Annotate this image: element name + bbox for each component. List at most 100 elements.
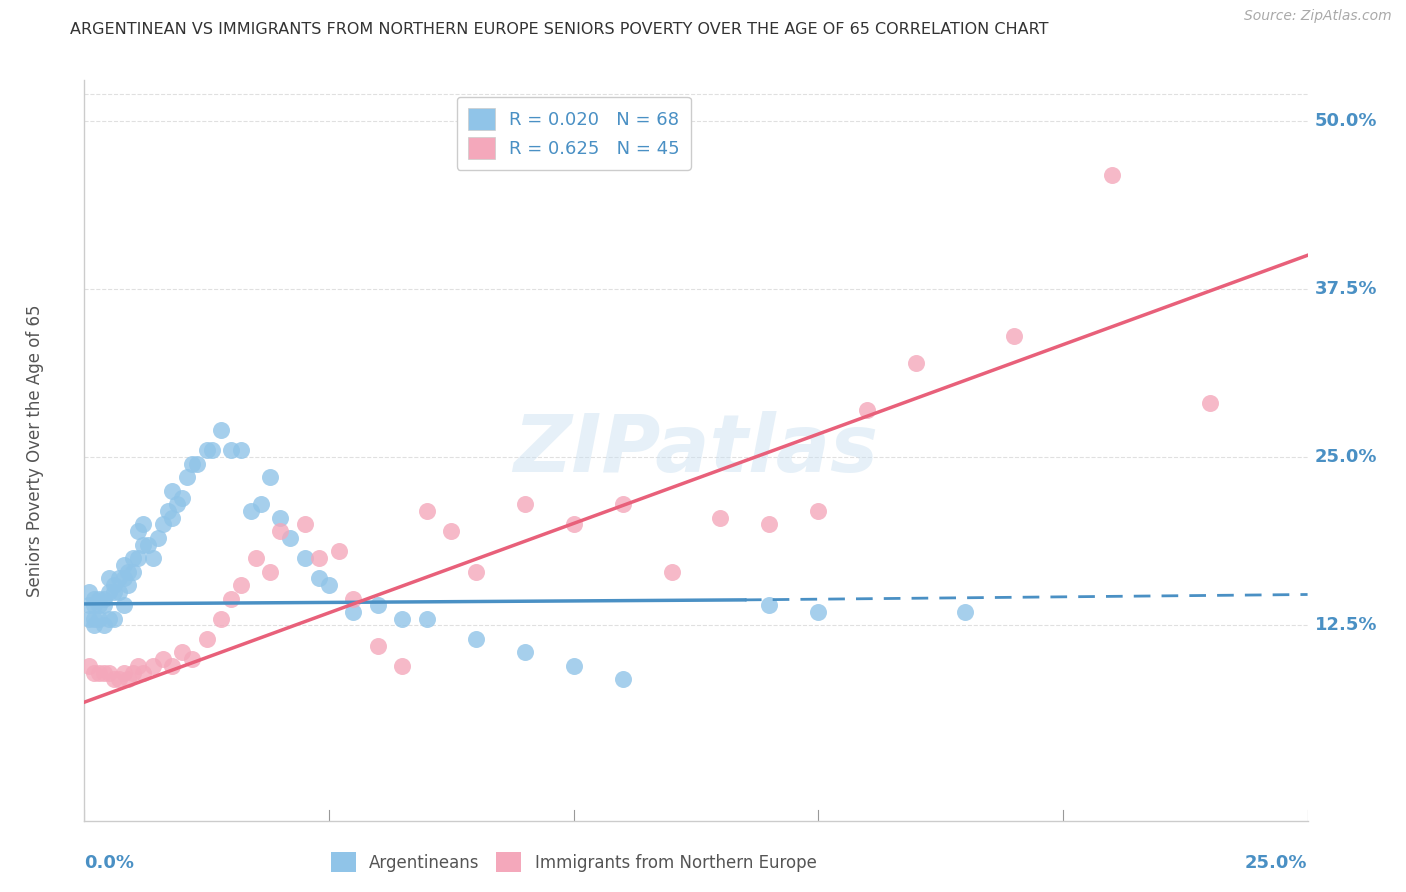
Point (367, 639, 389, 653)
Point (219, 443, 242, 458)
Point (176, 470, 198, 484)
Point (172, 491, 194, 505)
Point (93, 665, 115, 680)
Text: 12.5%: 12.5% (1315, 616, 1376, 634)
Point (127, 524, 149, 539)
Point (269, 510, 291, 524)
Point (83, 612, 105, 626)
Text: 25.0%: 25.0% (1246, 855, 1308, 872)
Point (152, 652, 174, 666)
Text: Source: ZipAtlas.com: Source: ZipAtlas.com (1244, 9, 1392, 23)
Point (112, 599, 135, 613)
Point (156, 504, 179, 518)
Point (294, 551, 316, 566)
Point (87, 612, 110, 626)
Point (97, 584, 120, 599)
Point (209, 423, 232, 437)
Point (132, 538, 155, 552)
Text: ARGENTINEAN VS IMMIGRANTS FROM NORTHERN EUROPE SENIORS POVERTY OVER THE AGE OF 6: ARGENTINEAN VS IMMIGRANTS FROM NORTHERN … (70, 22, 1049, 37)
Point (112, 558, 135, 572)
Point (162, 658, 184, 673)
Point (758, 599, 780, 613)
Text: 50.0%: 50.0% (1315, 112, 1376, 129)
Point (162, 483, 184, 498)
Point (83, 618, 105, 632)
Point (464, 565, 486, 579)
Point (1198, 396, 1220, 410)
Point (249, 497, 271, 511)
Point (513, 497, 536, 511)
Point (612, 497, 634, 511)
Point (77, 599, 100, 613)
Point (342, 605, 364, 619)
Point (294, 517, 316, 532)
Point (367, 599, 389, 613)
Point (195, 443, 218, 458)
Point (953, 605, 976, 619)
Point (142, 658, 165, 673)
Point (464, 632, 486, 646)
Point (562, 517, 585, 532)
Point (807, 605, 830, 619)
Point (152, 517, 174, 532)
Point (181, 457, 204, 471)
Point (219, 591, 242, 606)
Text: 0.0%: 0.0% (84, 855, 135, 872)
Point (136, 538, 159, 552)
Point (103, 584, 125, 599)
Point (97, 571, 120, 585)
Point (93, 599, 115, 613)
Point (122, 551, 145, 566)
Point (758, 517, 780, 532)
Point (146, 531, 169, 545)
Point (172, 645, 194, 659)
Point (122, 565, 145, 579)
Point (103, 578, 125, 592)
Point (103, 673, 125, 687)
Point (142, 551, 165, 566)
Point (107, 673, 129, 687)
Point (416, 612, 439, 626)
Point (807, 504, 830, 518)
Point (245, 551, 267, 566)
Point (122, 665, 145, 680)
Point (77, 584, 100, 599)
Point (269, 524, 291, 539)
Point (1002, 329, 1025, 343)
Point (77, 658, 100, 673)
Point (709, 510, 731, 524)
Point (93, 618, 115, 632)
Point (612, 673, 634, 687)
Point (1101, 168, 1123, 182)
Point (416, 504, 439, 518)
Point (87, 591, 110, 606)
Legend: Argentineans, Immigrants from Northern Europe: Argentineans, Immigrants from Northern E… (325, 846, 823, 879)
Point (93, 591, 115, 606)
Point (229, 443, 252, 458)
Point (162, 510, 184, 524)
Point (107, 584, 129, 599)
Text: ZIPatlas: ZIPatlas (513, 411, 879, 490)
Point (97, 665, 120, 680)
Point (83, 591, 105, 606)
Point (342, 591, 364, 606)
Point (391, 658, 413, 673)
Point (166, 497, 188, 511)
Point (103, 612, 125, 626)
Point (112, 571, 135, 585)
Text: Seniors Poverty Over the Age of 65: Seniors Poverty Over the Age of 65 (27, 304, 45, 597)
Point (87, 599, 110, 613)
Point (87, 665, 110, 680)
Point (181, 652, 204, 666)
Point (117, 565, 139, 579)
Text: 25.0%: 25.0% (1315, 448, 1376, 467)
Point (200, 443, 222, 458)
Point (112, 665, 135, 680)
Point (107, 571, 129, 585)
Point (259, 470, 281, 484)
Point (278, 531, 301, 545)
Point (856, 403, 879, 417)
Point (513, 645, 536, 659)
Point (83, 599, 105, 613)
Point (83, 665, 105, 680)
